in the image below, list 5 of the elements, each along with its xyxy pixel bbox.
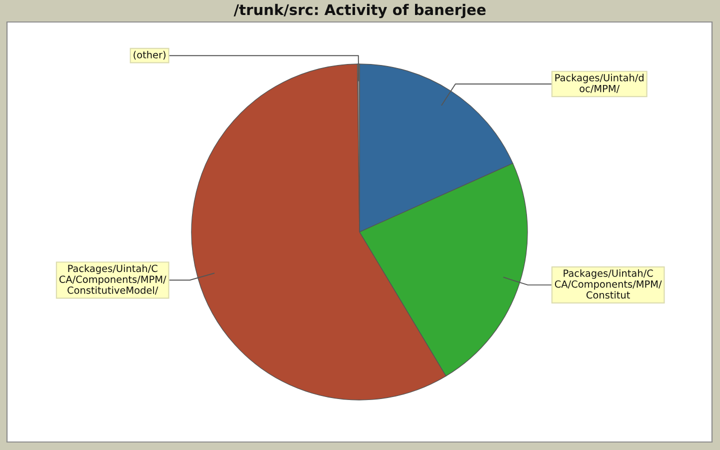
slice-label: Packages/Uintah/CCA/Components/MPM/ConstitutiveModel/ xyxy=(59,264,166,295)
slice-label: Packages/Uintah/doc/MPM/ xyxy=(555,74,644,93)
slice-label: Packages/Uintah/CCA/Components/MPM/Constitut xyxy=(554,269,662,299)
chart-title: /trunk/src: Activity of banerjee xyxy=(234,4,486,18)
slice-label: (other) xyxy=(134,50,166,60)
